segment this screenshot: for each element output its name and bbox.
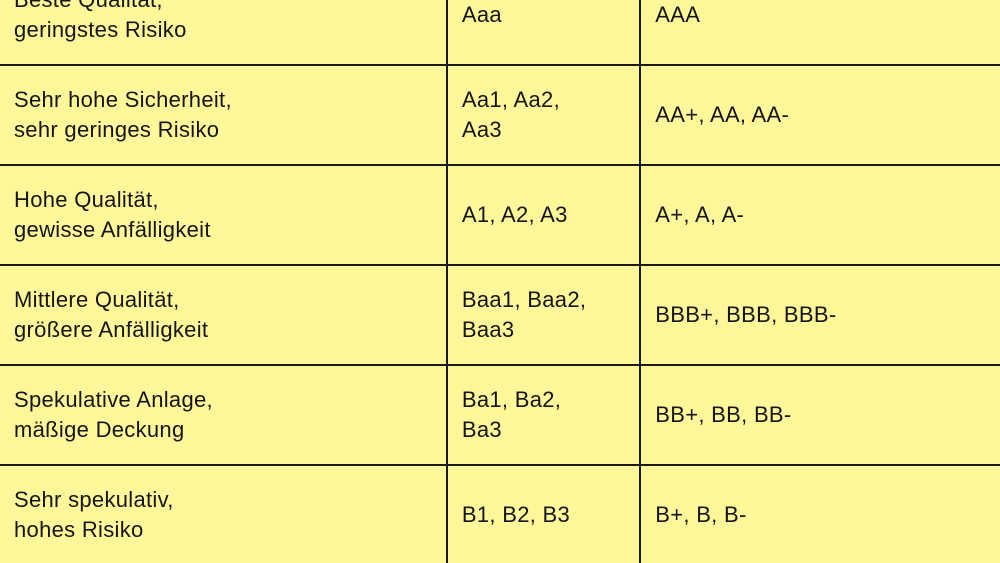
cell-text: Baa1, Baa2, bbox=[461, 287, 587, 312]
table-cell: Aaa bbox=[445, 0, 642, 66]
table-row: Beste Qualität, geringstes Risiko Aaa AAA bbox=[0, 0, 1000, 66]
table-row: Spekulative Anlage, mäßige Deckung Ba1, Ba… bbox=[0, 364, 1000, 466]
table-cell: Beste Qualität, geringstes Risiko bbox=[0, 0, 448, 66]
cell-text: Sehr spekulativ, bbox=[14, 487, 174, 512]
cell-text: Aa3 bbox=[461, 117, 502, 142]
table-cell: Sehr hohe Sicherheit, sehr geringes Risik… bbox=[0, 64, 448, 166]
cell-text: Aaa bbox=[461, 2, 502, 27]
cell-text: BBB+, BBB, BBB- bbox=[655, 302, 837, 327]
cell-text: Aa1, Aa2, bbox=[461, 87, 561, 112]
cell-text: Ba1, Ba2, bbox=[461, 387, 562, 412]
table-cell: Ba1, Ba2, Ba3 bbox=[445, 364, 642, 466]
table-cell: A1, A2, A3 bbox=[445, 164, 642, 266]
cell-text: AAA bbox=[655, 2, 701, 27]
table-cell: A+, A, A- bbox=[639, 164, 1000, 266]
table-cell: AA+, AA, AA- bbox=[639, 64, 1000, 166]
table-cell: BBB+, BBB, BBB- bbox=[639, 264, 1000, 366]
table-cell: Baa1, Baa2, Baa3 bbox=[445, 264, 642, 366]
cell-text: Hohe Qualität, bbox=[14, 187, 159, 212]
table-cell: Hohe Qualität, gewisse Anfälligkeit bbox=[0, 164, 448, 266]
cell-text: Spekulative Anlage, bbox=[14, 387, 213, 412]
cell-text: Mittlere Qualität, bbox=[14, 287, 180, 312]
table-cell: Aa1, Aa2, Aa3 bbox=[445, 64, 642, 166]
cell-text: größere Anfälligkeit bbox=[14, 317, 209, 342]
cell-text: A+, A, A- bbox=[655, 202, 745, 227]
table-cell: B+, B, B- bbox=[639, 464, 1000, 563]
cell-text: Ba3 bbox=[461, 417, 502, 442]
cell-text: Baa3 bbox=[461, 317, 515, 342]
cell-text: Sehr hohe Sicherheit, bbox=[14, 87, 232, 112]
table-cell: Spekulative Anlage, mäßige Deckung bbox=[0, 364, 448, 466]
cell-text: sehr geringes Risiko bbox=[14, 117, 220, 142]
cell-text: A1, A2, A3 bbox=[461, 202, 568, 227]
table-row: Sehr spekulativ, hohes Risiko B1, B2, B3 B+… bbox=[0, 464, 1000, 563]
table-cell: AAA bbox=[639, 0, 1000, 66]
cell-text: Beste Qualität, bbox=[14, 0, 446, 15]
table-row: Mittlere Qualität, größere Anfälligkeit Ba… bbox=[0, 264, 1000, 366]
table-cell: BB+, BB, BB- bbox=[639, 364, 1000, 466]
cell-text: AA+, AA, AA- bbox=[655, 102, 790, 127]
cell-text: B1, B2, B3 bbox=[461, 502, 571, 527]
cell-text: B+, B, B- bbox=[655, 502, 747, 527]
cell-text: gewisse Anfälligkeit bbox=[14, 217, 211, 242]
table-row: Hohe Qualität, gewisse Anfälligkeit A1, A2… bbox=[0, 164, 1000, 266]
cell-text: mäßige Deckung bbox=[14, 417, 185, 442]
table-cell: B1, B2, B3 bbox=[445, 464, 642, 563]
cell-text: hohes Risiko bbox=[14, 517, 144, 542]
table-row: Sehr hohe Sicherheit, sehr geringes Risik… bbox=[0, 64, 1000, 166]
table-cell: Sehr spekulativ, hohes Risiko bbox=[0, 464, 448, 563]
table-cell: Mittlere Qualität, größere Anfälligkeit bbox=[0, 264, 448, 366]
cell-text: BB+, BB, BB- bbox=[655, 402, 792, 427]
cell-text: geringstes Risiko bbox=[14, 17, 187, 42]
